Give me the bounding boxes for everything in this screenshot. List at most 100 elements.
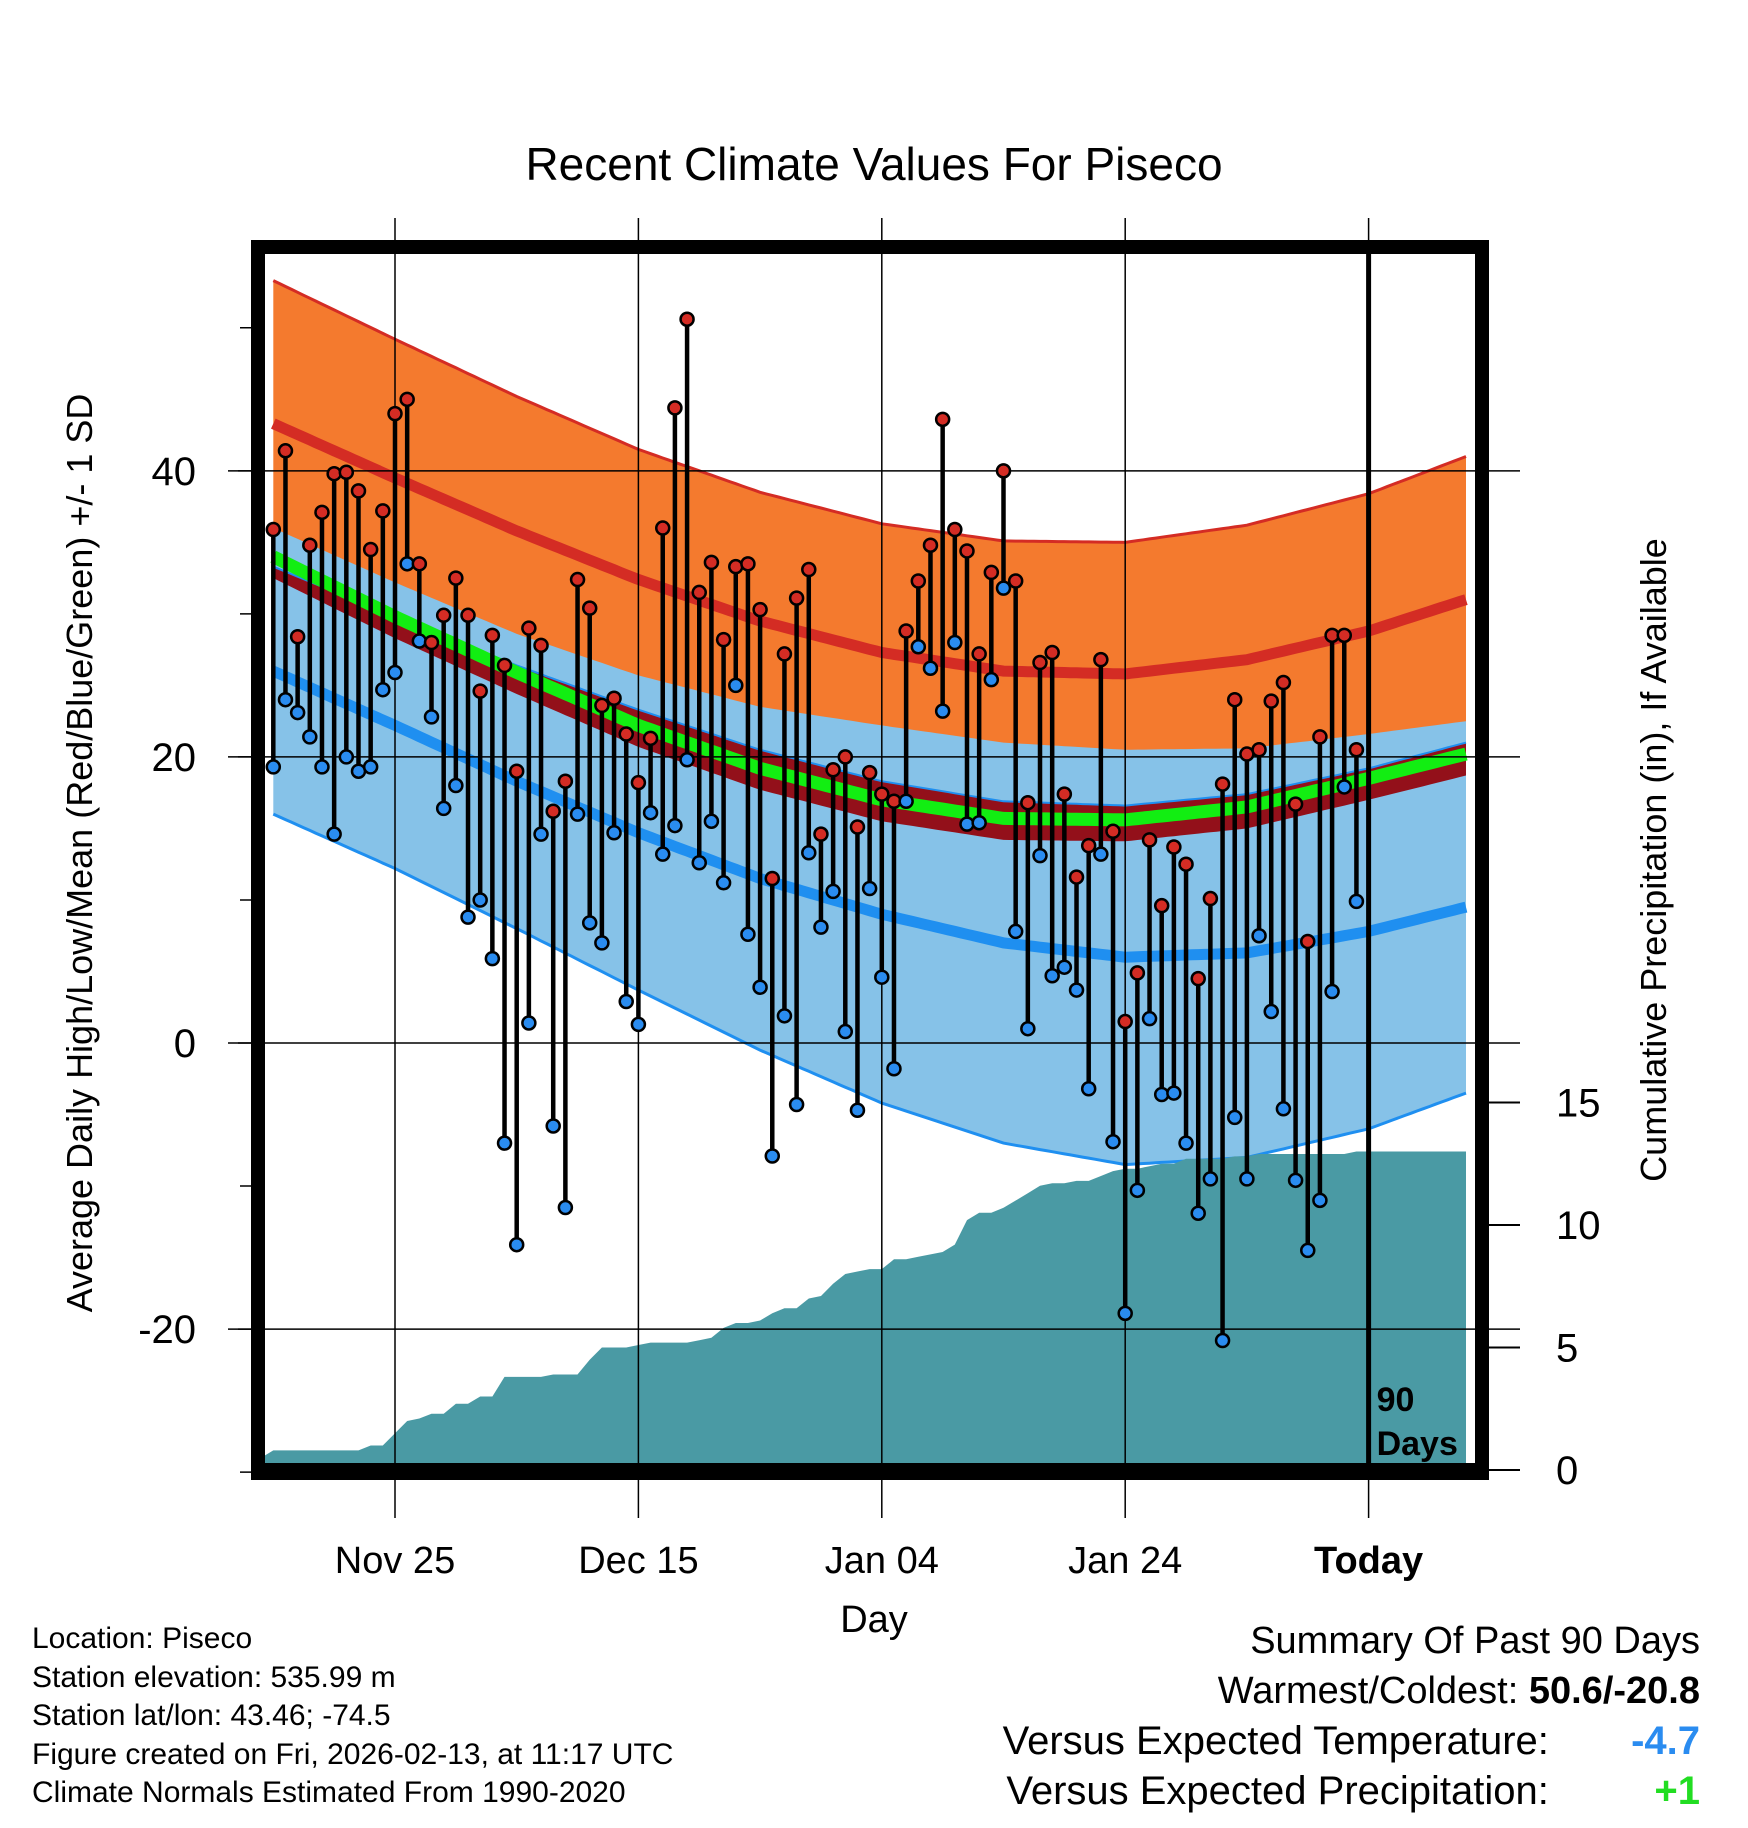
daily-low-point <box>375 681 391 698</box>
daily-low-point <box>691 855 707 871</box>
daily-high-point <box>947 521 963 538</box>
daily-high-point <box>326 465 342 482</box>
precip-anomaly-value: +1 <box>1654 1769 1700 1813</box>
daily-low-point <box>922 660 939 676</box>
daily-low-point <box>1324 983 1340 1000</box>
daily-high-point <box>654 520 671 536</box>
daily-low-point <box>630 1016 647 1033</box>
daily-low-point <box>1080 1081 1097 1097</box>
daily-high-point <box>898 623 914 639</box>
daily-high-point <box>435 607 452 624</box>
daily-low-point <box>898 793 914 810</box>
daily-low-point <box>1129 1182 1146 1199</box>
station-info: Location: Piseco Station elevation: 535.… <box>32 1620 673 1813</box>
daily-high-point <box>1117 1013 1133 1030</box>
temp-label: Versus Expected Temperature: <box>1002 1719 1549 1763</box>
daily-low-point <box>667 817 683 834</box>
daily-high-point <box>484 627 501 644</box>
daily-high-point <box>1056 786 1073 802</box>
daily-low-point <box>594 935 610 951</box>
precip-label: Versus Expected Precipitation: <box>1006 1769 1549 1813</box>
daily-low-point <box>1068 982 1085 998</box>
daily-low-point <box>728 677 744 694</box>
daily-low-point <box>496 1135 513 1151</box>
daily-high-point <box>1068 869 1085 885</box>
plot-frame <box>251 240 1489 1477</box>
y-tick-label: -20 <box>138 1308 196 1352</box>
daily-low-point <box>995 580 1012 596</box>
daily-high-point <box>849 819 866 835</box>
x-axis-label: Day <box>840 1599 908 1641</box>
daily-high-point <box>411 556 428 572</box>
daily-low-point <box>460 909 476 925</box>
daily-low-point <box>715 875 732 891</box>
x-tick-label: Nov 25 <box>335 1540 455 1582</box>
daily-high-point <box>837 749 854 765</box>
daily-high-point <box>861 764 878 781</box>
y2-tick-label: 5 <box>1556 1327 1578 1371</box>
daily-low-point <box>289 704 306 721</box>
daily-high-point <box>496 657 513 674</box>
summary-title: Summary Of Past 90 Days <box>1250 1620 1700 1662</box>
daily-low-point <box>423 709 440 725</box>
daily-low-point <box>1153 1086 1170 1103</box>
daily-high-point <box>934 411 951 428</box>
daily-high-point <box>728 558 744 575</box>
daily-high-point <box>387 405 403 422</box>
daily-high-point <box>667 400 683 416</box>
daily-high-point <box>521 620 537 636</box>
daily-high-point <box>460 607 476 624</box>
daily-low-point <box>1312 1192 1328 1209</box>
daily-high-point <box>362 541 379 558</box>
daily-high-point <box>995 463 1012 479</box>
daily-low-point <box>837 1023 854 1040</box>
daily-low-point <box>1300 1242 1316 1259</box>
daily-high-point <box>472 683 488 699</box>
daily-high-point <box>1202 890 1219 907</box>
daily-low-point <box>752 979 768 995</box>
y2-tick-label: 15 <box>1556 1082 1601 1126</box>
daily-low-point <box>654 846 671 862</box>
daily-high-point <box>399 391 415 408</box>
daily-low-point <box>983 671 1000 688</box>
summary-warm-cold: Warmest/Coldest: 50.6/-20.8 <box>1003 1666 1700 1716</box>
daily-low-point <box>642 804 659 821</box>
daily-low-point <box>1287 1172 1304 1189</box>
today-label-line-1: 90 <box>1377 1381 1415 1419</box>
daily-high-point <box>1093 651 1109 668</box>
daily-low-point <box>1020 1020 1036 1037</box>
today-label-line-2: Days <box>1377 1425 1458 1463</box>
daily-low-point <box>484 950 501 967</box>
daily-high-point <box>533 637 549 654</box>
daily-low-point <box>1239 1171 1255 1187</box>
daily-high-point <box>1287 796 1304 812</box>
daily-low-point <box>1178 1135 1194 1151</box>
daily-high-point <box>594 697 610 714</box>
daily-high-point <box>703 554 720 571</box>
daily-high-point <box>1105 823 1121 840</box>
daily-high-point <box>289 629 306 645</box>
daily-high-point <box>1214 776 1231 792</box>
daily-high-point <box>423 634 440 651</box>
daily-high-point <box>1312 729 1328 745</box>
daily-low-point <box>801 845 817 861</box>
daily-high-point <box>314 504 330 521</box>
daily-low-point <box>1166 1085 1182 1101</box>
daily-low-point <box>557 1199 574 1216</box>
daily-high-point <box>922 537 939 553</box>
daily-low-point <box>1032 847 1048 864</box>
daily-high-point <box>788 590 805 606</box>
x-tick-label: Jan 24 <box>1068 1540 1182 1582</box>
normals-period: Climate Normals Estimated From 1990-2020 <box>32 1776 626 1809</box>
y2-tick-label: 10 <box>1556 1204 1601 1248</box>
daily-low-point <box>1093 846 1109 862</box>
summary-temp: Versus Expected Temperature: -4.7 <box>1003 1716 1700 1766</box>
daily-high-point <box>752 601 768 618</box>
daily-high-point <box>508 763 525 779</box>
daily-high-point <box>545 803 561 820</box>
daily-high-point <box>1166 839 1182 855</box>
daily-low-point <box>947 634 963 651</box>
daily-high-point <box>813 826 829 842</box>
daily-high-point <box>1178 856 1194 872</box>
daily-low-point <box>1117 1305 1133 1322</box>
